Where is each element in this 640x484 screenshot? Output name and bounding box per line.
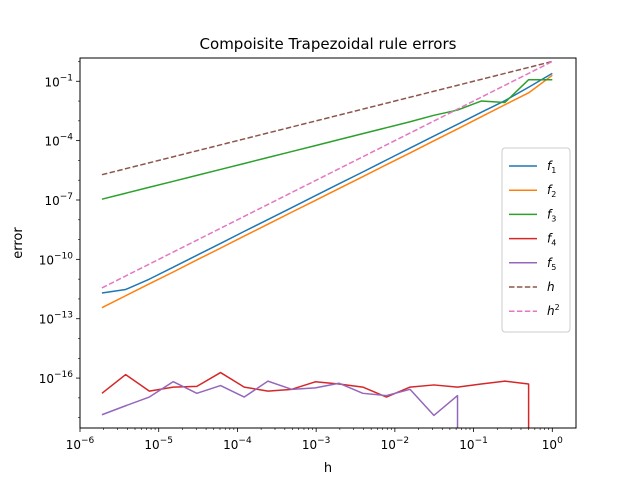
y-tick-label: 10−1 <box>44 73 73 89</box>
legend-label-sub: 1 <box>551 166 556 175</box>
legend-label-base: f <box>547 232 553 246</box>
series-line-1 <box>101 72 553 294</box>
x-tick-label-base: 10 <box>459 438 474 452</box>
legend-label: f5 <box>547 256 556 272</box>
y-tick-label: 10−4 <box>44 133 73 149</box>
x-tick-label-exp: −2 <box>396 436 409 446</box>
legend-label: f4 <box>547 232 556 248</box>
legend-label: h2 <box>547 303 560 318</box>
y-tick-label-base: 10 <box>44 75 59 89</box>
y-tick-label-exp: −10 <box>54 251 73 261</box>
x-tick-label: 100 <box>542 436 563 452</box>
y-tick-label: 10−7 <box>44 192 73 208</box>
x-tick-label: 10−4 <box>223 436 252 452</box>
legend-label: f1 <box>547 159 556 175</box>
y-tick-label-base: 10 <box>44 135 59 149</box>
series-line-3 <box>101 78 553 200</box>
y-tick-label-exp: −13 <box>54 311 73 321</box>
y-tick-label-base: 10 <box>39 372 54 386</box>
legend-label: f2 <box>547 183 556 199</box>
legend-label-sub: 3 <box>551 214 556 223</box>
legend-label-base: f <box>547 183 553 197</box>
series-line-6 <box>101 60 553 176</box>
chart-title: Compoisite Trapezoidal rule errors <box>200 35 457 53</box>
x-tick-label-exp: −6 <box>81 436 95 446</box>
y-tick-label-base: 10 <box>44 194 59 208</box>
series-line-7 <box>101 60 553 289</box>
legend-label-base: f <box>547 159 553 173</box>
y-tick-label: 10−16 <box>39 370 74 386</box>
x-tick-label: 10−6 <box>66 436 95 452</box>
y-tick-label-exp: −4 <box>60 133 74 143</box>
x-tick-label: 10−2 <box>381 436 410 452</box>
axes-frame <box>79 57 577 429</box>
y-tick-label: 10−13 <box>39 311 73 327</box>
legend-label: h <box>547 280 555 294</box>
x-tick-label-base: 10 <box>542 438 557 452</box>
legend-label-base: f <box>547 256 553 270</box>
series-line-4 <box>101 371 530 428</box>
legend-label-sub: 4 <box>551 239 556 248</box>
legend-label-sub: 5 <box>551 263 556 272</box>
legend-label-sub: 2 <box>551 190 556 199</box>
y-axis-label: error <box>11 227 26 259</box>
x-axis-label: h <box>324 461 332 476</box>
x-tick-label-exp: −4 <box>238 436 252 446</box>
y-tick-label-base: 10 <box>39 253 54 267</box>
y-tick-label: 10−10 <box>39 251 74 267</box>
x-tick-label-exp: 0 <box>557 436 563 446</box>
legend-label-base: f <box>547 207 553 221</box>
legend-label-sup: 2 <box>555 303 560 312</box>
y-tick-label-exp: −16 <box>54 370 73 380</box>
y-tick-label-exp: −1 <box>60 73 73 83</box>
x-tick-label: 10−3 <box>302 436 331 452</box>
x-tick-label: 10−1 <box>459 436 488 452</box>
x-tick-label-base: 10 <box>381 438 396 452</box>
legend-box <box>501 147 571 333</box>
x-tick-label-exp: −1 <box>475 436 488 446</box>
plot-area <box>101 60 553 428</box>
x-axis-ticks: 10−6 10−5 10−4 10−3 10−2 10−1 100 <box>66 428 563 452</box>
y-tick-label-base: 10 <box>39 313 54 327</box>
x-tick-label: 10−5 <box>144 436 173 452</box>
x-tick-label-base: 10 <box>144 438 159 452</box>
y-tick-label-exp: −7 <box>60 192 73 202</box>
x-tick-label-exp: −3 <box>317 436 330 446</box>
x-tick-label-base: 10 <box>302 438 317 452</box>
series-line-2 <box>101 74 553 309</box>
legend-label-base: h <box>547 304 555 318</box>
x-tick-label-exp: −5 <box>160 436 173 446</box>
series-line-5 <box>101 380 459 428</box>
x-tick-label-base: 10 <box>223 438 238 452</box>
x-tick-label-base: 10 <box>66 438 81 452</box>
legend-label-base: h <box>547 280 555 294</box>
legend-label: f3 <box>547 207 556 223</box>
